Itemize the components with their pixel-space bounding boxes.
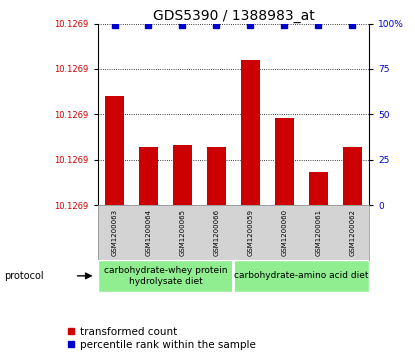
Text: GSM1200063: GSM1200063 [112, 209, 117, 256]
Text: GDS5390 / 1388983_at: GDS5390 / 1388983_at [153, 9, 314, 23]
Text: GSM1200064: GSM1200064 [146, 209, 151, 256]
Bar [105, 96, 124, 205]
Bar [139, 147, 158, 205]
Text: carbohydrate-amino acid diet: carbohydrate-amino acid diet [234, 272, 369, 280]
Legend: transformed count, percentile rank within the sample: transformed count, percentile rank withi… [63, 323, 260, 354]
Bar [309, 172, 328, 205]
Text: protocol: protocol [4, 271, 44, 281]
Bar [233, 260, 369, 292]
Text: carbohydrate-whey protein
hydrolysate diet: carbohydrate-whey protein hydrolysate di… [104, 266, 227, 286]
Bar [207, 147, 226, 205]
Bar [173, 145, 192, 205]
Bar [275, 118, 294, 205]
Text: GSM1200062: GSM1200062 [349, 209, 355, 256]
Text: GSM1200059: GSM1200059 [247, 209, 254, 256]
Text: GSM1200060: GSM1200060 [281, 209, 288, 256]
Text: GSM1200065: GSM1200065 [179, 209, 186, 256]
Bar [98, 260, 233, 292]
Bar [241, 60, 260, 205]
Text: GSM1200066: GSM1200066 [213, 209, 220, 256]
Text: GSM1200061: GSM1200061 [315, 209, 321, 256]
Bar [343, 147, 362, 205]
